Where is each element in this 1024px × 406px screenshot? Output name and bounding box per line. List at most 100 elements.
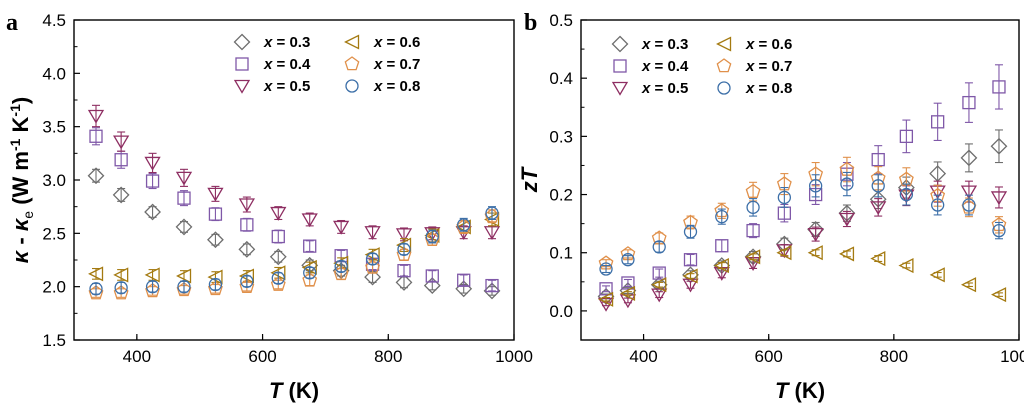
data-point	[144, 267, 160, 283]
data-point	[89, 282, 103, 296]
series-x-0-3	[87, 167, 501, 300]
data-point	[991, 287, 1007, 303]
y-axis-title: κ - κe (W m-1 K-1)	[7, 97, 36, 263]
data-point	[652, 266, 666, 280]
data-point	[960, 277, 977, 293]
panel-b: 400 600 800 1000 0.0 0.1 0.2 0.3 0.4 0.5 b T (K) zT x…	[517, 10, 1024, 403]
data-point	[302, 272, 318, 287]
data-point	[238, 198, 255, 213]
data-point	[713, 257, 729, 274]
legend-label: x = 0.3	[641, 36, 688, 53]
y-tick-label: 2.0	[42, 278, 66, 297]
data-point	[651, 288, 668, 303]
data-point	[746, 223, 760, 238]
data-point	[715, 239, 729, 253]
data-point	[303, 239, 317, 253]
data-point	[208, 207, 223, 221]
data-point	[88, 266, 104, 282]
panel-label: b	[524, 10, 537, 36]
data-point	[777, 190, 792, 205]
data-point	[365, 252, 380, 266]
legend-marker	[613, 59, 627, 73]
series-x-0-3	[597, 129, 1008, 305]
x-axis-title: T (K)	[775, 378, 825, 403]
legend-marker	[344, 56, 360, 71]
legend-marker	[717, 81, 731, 95]
x-tick-label: 800	[374, 347, 402, 366]
legend-marker	[233, 79, 251, 94]
data-point	[87, 109, 105, 124]
legend-label: x = 0.6	[373, 34, 420, 51]
data-point	[682, 268, 698, 284]
data-point	[598, 291, 614, 307]
series-x-0-7	[88, 208, 500, 300]
data-point	[899, 129, 914, 144]
series-x-0-4	[89, 127, 499, 293]
data-point	[395, 228, 413, 243]
y-tick-label: 0.4	[549, 69, 573, 88]
x-tick-label: 400	[123, 347, 151, 366]
x-tick-label: 1000	[1000, 347, 1024, 366]
data-point	[269, 248, 287, 266]
legend-label: x = 0.5	[641, 80, 688, 97]
panel-a: 400 600 800 1000 1.5 2.0 2.5 3.0 3.5 4.0 4.5 a T (K)…	[6, 10, 533, 403]
data-point	[423, 277, 441, 295]
data-point	[838, 246, 855, 262]
data-point	[177, 280, 191, 294]
data-point	[365, 259, 380, 274]
legend-marker	[611, 81, 629, 96]
data-point	[397, 264, 411, 278]
data-point	[175, 218, 193, 236]
data-point	[599, 262, 613, 276]
x-tick-label: 800	[880, 347, 908, 366]
series-x-0-5	[87, 104, 501, 243]
legend-marker	[344, 34, 360, 50]
data-point	[457, 218, 471, 232]
series-x-0-8	[89, 206, 499, 296]
data-point	[619, 285, 636, 302]
data-point	[301, 213, 318, 228]
legend: x = 0.3 x = 0.4 x = 0.5 x = 0.6 x = 0.7 x = 0…	[233, 33, 420, 95]
data-point	[683, 253, 698, 267]
x-tick-label: 600	[755, 347, 783, 366]
data-point	[871, 179, 885, 193]
data-point	[683, 225, 698, 239]
data-point	[364, 226, 381, 241]
legend-label: x = 0.4	[641, 58, 689, 75]
y-tick-label: 0.3	[549, 127, 573, 146]
y-tick-label: 3.5	[42, 118, 66, 137]
data-point	[485, 278, 499, 293]
series-x-0-8	[599, 171, 1006, 276]
data-point	[114, 153, 128, 167]
x-tick-label: 600	[248, 347, 276, 366]
legend-marker	[233, 33, 251, 51]
data-point	[621, 276, 635, 290]
data-point	[207, 231, 224, 249]
data-point	[871, 152, 885, 167]
data-point	[899, 187, 914, 202]
data-point	[962, 198, 976, 212]
data-point	[990, 191, 1008, 206]
data-point	[746, 200, 760, 214]
y-tick-label: 1.5	[42, 331, 66, 350]
legend-label: x = 0.7	[373, 56, 420, 73]
y-tick-label: 0.0	[549, 302, 573, 321]
legend-label: x = 0.6	[745, 36, 792, 53]
data-point	[333, 266, 349, 281]
data-point	[208, 277, 223, 292]
y-tick-label: 3.0	[42, 171, 66, 190]
data-point	[745, 249, 761, 265]
series-x-0-6	[88, 211, 500, 285]
data-point	[144, 203, 161, 221]
data-point	[145, 174, 160, 188]
data-point	[240, 274, 254, 288]
legend-marker	[345, 79, 359, 93]
data-point	[425, 269, 439, 283]
y-axis-title: zT	[517, 166, 542, 193]
data-point	[652, 240, 666, 254]
data-point	[485, 206, 499, 220]
data-point	[960, 149, 978, 167]
data-point	[807, 227, 824, 242]
data-point	[364, 268, 381, 286]
